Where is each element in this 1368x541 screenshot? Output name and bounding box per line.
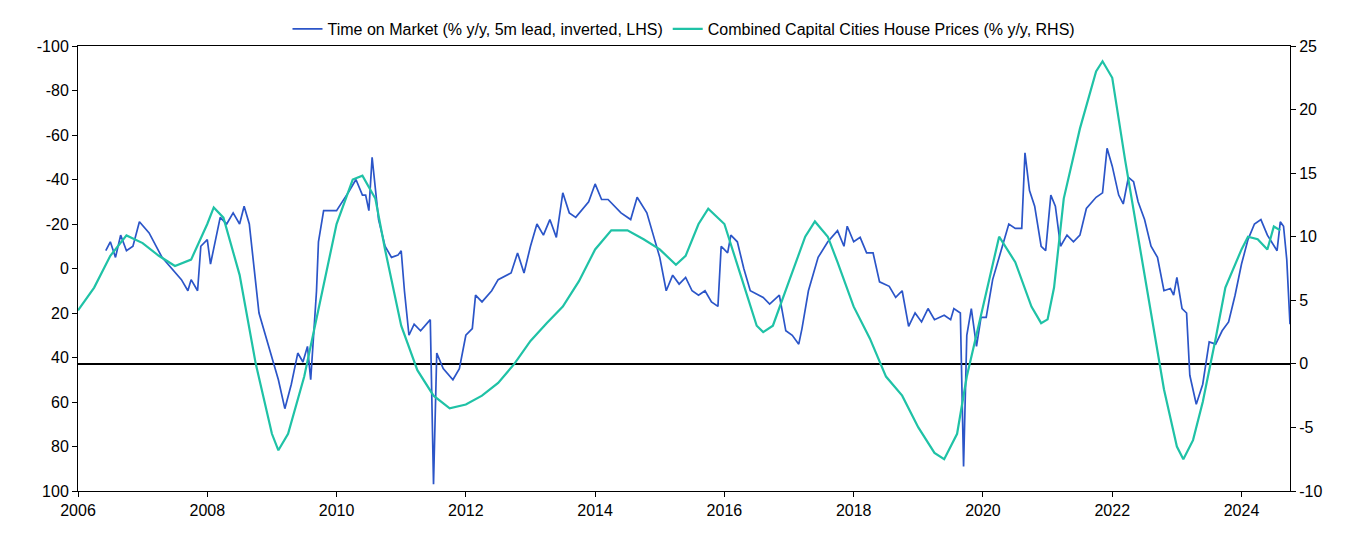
svg-text:-10: -10 [1299,483,1322,500]
svg-text:25: 25 [1299,38,1317,55]
svg-text:80: 80 [51,438,69,455]
svg-text:2012: 2012 [448,502,484,519]
svg-text:2018: 2018 [836,502,872,519]
svg-text:2010: 2010 [319,502,355,519]
svg-text:2024: 2024 [1224,502,1260,519]
svg-text:20: 20 [1299,101,1317,118]
svg-text:0: 0 [1299,355,1308,372]
svg-text:-5: -5 [1299,419,1313,436]
svg-text:2008: 2008 [189,502,225,519]
svg-text:2022: 2022 [1094,502,1130,519]
svg-text:40: 40 [51,349,69,366]
svg-text:0: 0 [60,260,69,277]
svg-text:2020: 2020 [965,502,1001,519]
svg-text:Combined Capital Cities House: Combined Capital Cities House Prices (% … [708,21,1075,38]
svg-text:-40: -40 [46,171,69,188]
svg-text:60: 60 [51,394,69,411]
svg-text:-80: -80 [46,82,69,99]
svg-text:-100: -100 [37,38,69,55]
svg-text:-60: -60 [46,127,69,144]
svg-text:20: 20 [51,305,69,322]
svg-text:-20: -20 [46,216,69,233]
svg-text:10: 10 [1299,228,1317,245]
svg-text:5: 5 [1299,292,1308,309]
svg-text:2006: 2006 [60,502,96,519]
svg-text:100: 100 [42,483,69,500]
svg-text:Time on Market (% y/y, 5m lead: Time on Market (% y/y, 5m lead, inverted… [328,21,663,38]
svg-text:15: 15 [1299,165,1317,182]
svg-text:2016: 2016 [707,502,743,519]
svg-text:2014: 2014 [577,502,613,519]
